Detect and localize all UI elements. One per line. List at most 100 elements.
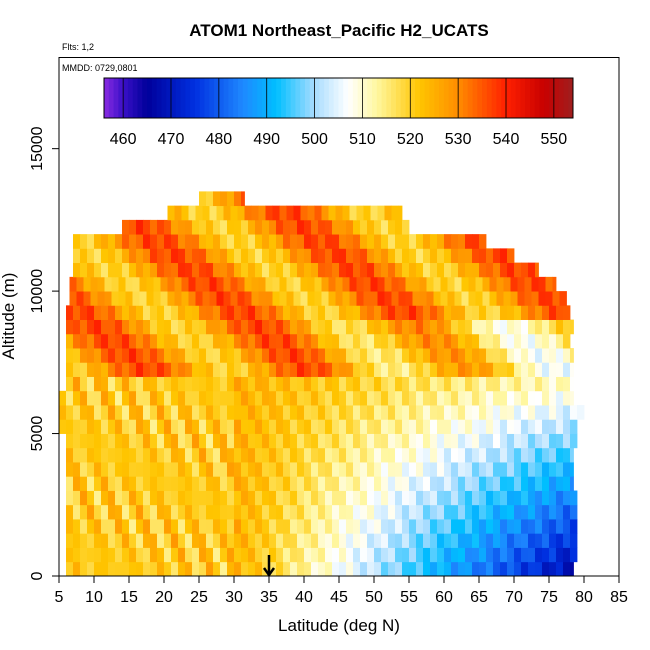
- heatmap-cell: [472, 319, 480, 335]
- heatmap-cell: [521, 490, 529, 506]
- heatmap-cell: [367, 547, 375, 563]
- heatmap-cell: [150, 348, 158, 363]
- heatmap-cell: [423, 561, 431, 577]
- heatmap-cell: [283, 262, 291, 278]
- heatmap-cell: [528, 376, 536, 392]
- heatmap-cell: [430, 248, 438, 264]
- heatmap-cell: [328, 205, 336, 221]
- heatmap-cell: [353, 533, 361, 548]
- heatmap-cell: [87, 462, 95, 477]
- heatmap-cell: [332, 433, 340, 449]
- heatmap-cell: [360, 390, 368, 406]
- heatmap-cell: [248, 333, 256, 349]
- heatmap-cell: [570, 390, 574, 406]
- heatmap-cell: [94, 262, 102, 278]
- heatmap-cell: [199, 234, 207, 249]
- heatmap-cell: [108, 248, 116, 264]
- heatmap-cell: [507, 362, 515, 377]
- heatmap-cell: [542, 390, 550, 406]
- heatmap-cell: [248, 348, 256, 363]
- colorbar-segment: [400, 78, 406, 118]
- heatmap-cell: [479, 333, 487, 349]
- heatmap-cell: [311, 305, 319, 320]
- heatmap-cell: [314, 291, 322, 306]
- heatmap-cell: [339, 504, 347, 520]
- heatmap-cell: [248, 462, 256, 477]
- heatmap-cell: [563, 333, 571, 349]
- heatmap-cell: [374, 447, 382, 463]
- heatmap-cell: [391, 276, 399, 292]
- heatmap-cell: [465, 433, 473, 449]
- colorbar-segment: [156, 78, 162, 118]
- heatmap-cell: [234, 462, 242, 477]
- heatmap-cell: [290, 519, 298, 534]
- heatmap-cell: [206, 390, 214, 406]
- heatmap-cell: [500, 248, 508, 264]
- heatmap-cell: [220, 462, 228, 477]
- heatmap-cell: [276, 348, 284, 363]
- heatmap-cell: [192, 362, 200, 377]
- colorbar-segment: [295, 78, 301, 118]
- heatmap-cell: [248, 533, 256, 548]
- heatmap-cell: [199, 462, 207, 477]
- heatmap-cell: [304, 333, 312, 349]
- heatmap-cell: [87, 305, 95, 320]
- heatmap-cell: [419, 276, 427, 292]
- heatmap-cell: [325, 405, 333, 420]
- heatmap-cell: [325, 333, 333, 349]
- heatmap-cell: [458, 262, 466, 278]
- heatmap-cell: [524, 276, 532, 292]
- heatmap-cell: [395, 262, 403, 278]
- heatmap-cell: [94, 490, 102, 506]
- heatmap-cell: [304, 519, 312, 534]
- heatmap-cell: [262, 262, 270, 278]
- heatmap-cell: [213, 561, 221, 577]
- heatmap-cell: [276, 362, 284, 377]
- heatmap-cell: [444, 362, 452, 377]
- heatmap-cell: [535, 262, 539, 278]
- heatmap-cell: [451, 462, 459, 477]
- heatmap-cell: [339, 333, 347, 349]
- heatmap-cell: [195, 291, 203, 306]
- heatmap-cell: [563, 348, 571, 363]
- heatmap-cell: [479, 504, 487, 520]
- heatmap-cell: [213, 262, 221, 278]
- heatmap-cell: [276, 305, 284, 320]
- heatmap-cell: [570, 462, 574, 477]
- heatmap-cell: [185, 547, 193, 563]
- heatmap-cell: [545, 276, 553, 292]
- colorbar-segment: [467, 78, 473, 118]
- heatmap-cell: [213, 419, 221, 434]
- heatmap-cell: [73, 462, 81, 477]
- colorbar-segment: [419, 78, 426, 118]
- heatmap-cell: [500, 547, 508, 563]
- heatmap-cell: [220, 490, 228, 506]
- heatmap-cell: [241, 219, 249, 235]
- heatmap-cell: [94, 248, 102, 264]
- colorbar-segment: [443, 78, 450, 118]
- heatmap-cell: [377, 276, 385, 292]
- heatmap-cell: [297, 476, 305, 491]
- heatmap-cell: [143, 519, 151, 534]
- heatmap-cell: [234, 405, 242, 420]
- heatmap-cell: [528, 462, 536, 477]
- heatmap-cell: [458, 348, 466, 363]
- heatmap-cell: [458, 533, 466, 548]
- heatmap-cell: [136, 419, 144, 434]
- heatmap-cell: [524, 291, 532, 306]
- heatmap-cell: [157, 433, 165, 449]
- heatmap-cell: [255, 262, 263, 278]
- heatmap-cell: [486, 561, 494, 577]
- heatmap-cell: [521, 533, 529, 548]
- heatmap-cell: [164, 390, 172, 406]
- colorbar-segment: [137, 78, 143, 118]
- heatmap-cell: [465, 390, 473, 406]
- heatmap-cell: [290, 504, 298, 520]
- heatmap-cell: [143, 433, 151, 449]
- heatmap-cell: [346, 262, 354, 278]
- heatmap-cell: [346, 433, 354, 449]
- heatmap-cell: [227, 248, 235, 264]
- heatmap-cell: [248, 419, 256, 434]
- heatmap-cell: [472, 305, 480, 320]
- heatmap-cell: [346, 476, 354, 491]
